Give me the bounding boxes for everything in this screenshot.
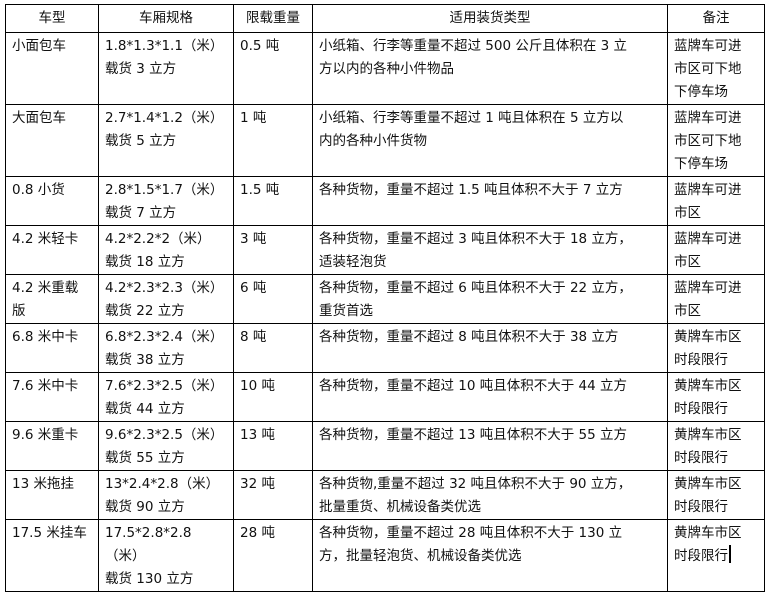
cell-type[interactable]: 9.6 米重卡: [5, 421, 99, 471]
cell-spec[interactable]: 2.7*1.4*1.2（米） 载货 5 立方: [98, 104, 234, 177]
cell-cargo[interactable]: 各种货物，重量不超过 3 吨且体积不大于 18 立方， 适装轻泡货: [312, 225, 668, 275]
vehicle-table: 车型 车厢规格 限载重量 适用装货类型 备注 小面包车 1.8*1.3*1.1（米…: [5, 4, 765, 592]
cell-type[interactable]: 6.8 米中卡: [5, 323, 99, 373]
table-row: 4.2 米轻卡 4.2*2.2*2（米） 载货 18 立方 3 吨各种货物，重量不超…: [5, 225, 765, 275]
cell-load[interactable]: 28 吨: [233, 519, 313, 592]
cell-load[interactable]: 8 吨: [233, 323, 313, 373]
header-load: 限载重量: [233, 4, 313, 33]
cell-type[interactable]: 4.2 米轻卡: [5, 225, 99, 275]
cell-cargo[interactable]: 小纸箱、行李等重量不超过 1 吨且体积在 5 立方以 内的各种小件货物: [312, 104, 668, 177]
cell-spec[interactable]: 2.8*1.5*1.7（米） 载货 7 立方: [98, 176, 234, 226]
cell-note[interactable]: 蓝牌车可进 市区: [667, 225, 765, 275]
cell-cargo[interactable]: 各种货物，重量不超过 13 吨且体积不大于 55 立方: [312, 421, 668, 471]
header-cargo: 适用装货类型: [312, 4, 668, 33]
header-note: 备注: [667, 4, 765, 33]
cell-type[interactable]: 4.2 米重载 版: [5, 274, 99, 324]
cell-load[interactable]: 1 吨: [233, 104, 313, 177]
cell-spec[interactable]: 17.5*2.8*2.8（米） 载货 130 立方: [98, 519, 234, 592]
cell-cargo[interactable]: 各种货物，重量不超过 6 吨且体积不大于 22 立方， 重货首选: [312, 274, 668, 324]
cell-type[interactable]: 7.6 米中卡: [5, 372, 99, 422]
cell-note[interactable]: 黄牌车市区 时段限行: [667, 372, 765, 422]
cell-type[interactable]: 0.8 小货: [5, 176, 99, 226]
cell-load[interactable]: 10 吨: [233, 372, 313, 422]
cell-load[interactable]: 32 吨: [233, 470, 313, 520]
cell-load[interactable]: 13 吨: [233, 421, 313, 471]
cell-load[interactable]: 0.5 吨: [233, 32, 313, 105]
table-row: 7.6 米中卡 7.6*2.3*2.5（米） 载货 44 立方 10 吨各种货物，重…: [5, 372, 765, 422]
cell-note[interactable]: 黄牌车市区 时段限行: [667, 323, 765, 373]
cell-note[interactable]: 蓝牌车可进 市区可下地 下停车场: [667, 104, 765, 177]
cell-cargo[interactable]: 小纸箱、行李等重量不超过 500 公斤且体积在 3 立 方以内的各种小件物品: [312, 32, 668, 105]
table-row: 17.5 米挂车 17.5*2.8*2.8（米） 载货 130 立方 28 吨各种货…: [5, 519, 765, 592]
cell-note[interactable]: 蓝牌车可进 市区: [667, 274, 765, 324]
cell-cargo[interactable]: 各种货物，重量不超过 28 吨且体积不大于 130 立 方，批量轻泡货、机械设备…: [312, 519, 668, 592]
cell-note[interactable]: 蓝牌车可进 市区: [667, 176, 765, 226]
cell-note[interactable]: 黄牌车市区 时段限行: [667, 470, 765, 520]
cell-spec[interactable]: 13*2.4*2.8（米） 载货 90 立方: [98, 470, 234, 520]
cell-spec[interactable]: 4.2*2.2*2（米） 载货 18 立方: [98, 225, 234, 275]
cell-type[interactable]: 小面包车: [5, 32, 99, 105]
text-cursor: [729, 545, 731, 563]
cell-type[interactable]: 大面包车: [5, 104, 99, 177]
cell-cargo[interactable]: 各种货物，重量不超过 10 吨且体积不大于 44 立方: [312, 372, 668, 422]
cell-cargo[interactable]: 各种货物，重量不超过 1.5 吨且体积不大于 7 立方: [312, 176, 668, 226]
header-spec: 车厢规格: [98, 4, 234, 33]
cell-spec[interactable]: 1.8*1.3*1.1（米） 载货 3 立方: [98, 32, 234, 105]
cell-type[interactable]: 17.5 米挂车: [5, 519, 99, 592]
cell-load[interactable]: 6 吨: [233, 274, 313, 324]
cell-note[interactable]: 黄牌车市区 时段限行: [667, 519, 765, 592]
cell-cargo[interactable]: 各种货物,重量不超过 32 吨且体积不大于 90 立方， 批量重货、机械设备类优…: [312, 470, 668, 520]
header-type: 车型: [5, 4, 99, 33]
cell-spec[interactable]: 7.6*2.3*2.5（米） 载货 44 立方: [98, 372, 234, 422]
cell-type[interactable]: 13 米拖挂: [5, 470, 99, 520]
cell-spec[interactable]: 4.2*2.3*2.3（米） 载货 22 立方: [98, 274, 234, 324]
table-row: 6.8 米中卡 6.8*2.3*2.4（米） 载货 38 立方 8 吨各种货物，重量…: [5, 323, 765, 373]
table-row: 大面包车 2.7*1.4*1.2（米） 载货 5 立方 1 吨小纸箱、行李等重量不超…: [5, 104, 765, 177]
cell-load[interactable]: 3 吨: [233, 225, 313, 275]
cell-note[interactable]: 黄牌车市区 时段限行: [667, 421, 765, 471]
cell-spec[interactable]: 9.6*2.3*2.5（米） 载货 55 立方: [98, 421, 234, 471]
table-row: 0.8 小货 2.8*1.5*1.7（米） 载货 7 立方 1.5 吨各种货物，重量…: [5, 176, 765, 226]
cell-note[interactable]: 蓝牌车可进 市区可下地 下停车场: [667, 32, 765, 105]
table-row: 13 米拖挂 13*2.4*2.8（米） 载货 90 立方 32 吨各种货物,重量不…: [5, 470, 765, 520]
cell-load[interactable]: 1.5 吨: [233, 176, 313, 226]
table-row: 9.6 米重卡 9.6*2.3*2.5（米） 载货 55 立方 13 吨各种货物，重…: [5, 421, 765, 471]
header-row: 车型 车厢规格 限载重量 适用装货类型 备注: [5, 4, 765, 33]
cell-spec[interactable]: 6.8*2.3*2.4（米） 载货 38 立方: [98, 323, 234, 373]
table-row: 小面包车 1.8*1.3*1.1（米） 载货 3 立方 0.5 吨小纸箱、行李等重量…: [5, 32, 765, 105]
table-row: 4.2 米重载 版 4.2*2.3*2.3（米） 载货 22 立方 6 吨各种货物，…: [5, 274, 765, 324]
cell-cargo[interactable]: 各种货物，重量不超过 8 吨且体积不大于 38 立方: [312, 323, 668, 373]
